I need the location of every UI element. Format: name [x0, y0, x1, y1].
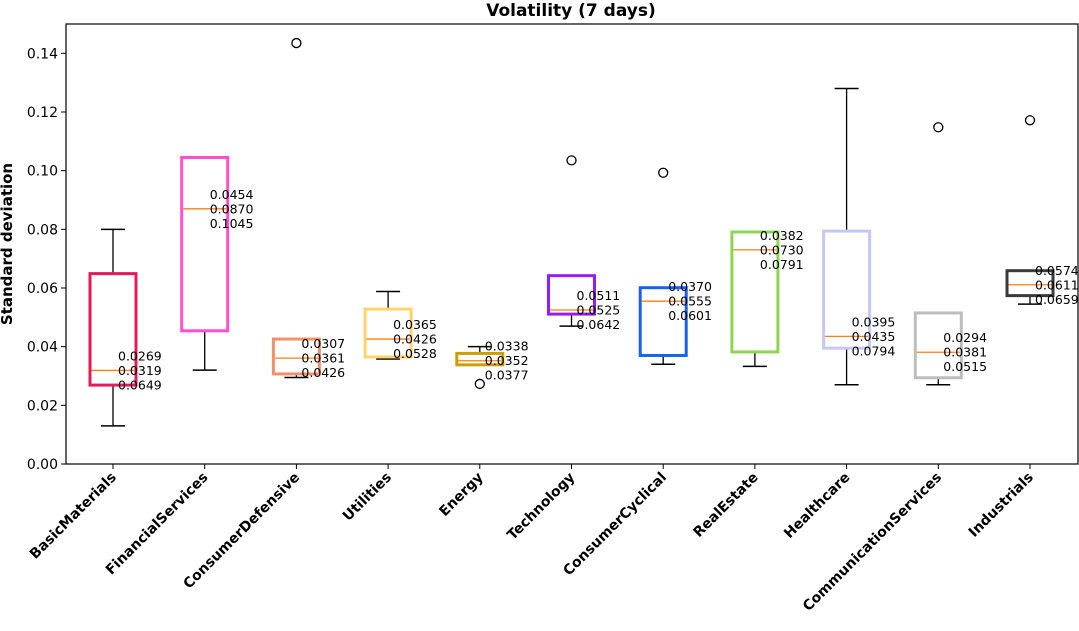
quartile-value-label: 0.0659 — [1035, 292, 1079, 307]
chart-title: Volatility (7 days) — [486, 1, 656, 21]
box-body — [913, 311, 963, 380]
quartile-value-label: 0.0382 — [760, 228, 804, 243]
y-tick-label: 0.00 — [27, 457, 58, 473]
box-body — [271, 337, 321, 376]
quartile-value-label: 0.0574 — [1035, 263, 1079, 278]
y-tick-label: 0.02 — [27, 398, 58, 414]
quartile-value-label: 0.0395 — [852, 314, 896, 329]
quartile-value-label: 0.0269 — [118, 348, 162, 363]
quartile-value-label: 0.0361 — [301, 351, 345, 366]
outlier-point — [933, 122, 944, 133]
quartile-value-label: 0.0435 — [852, 329, 896, 344]
x-tick-label: Energy — [436, 470, 486, 520]
quartile-value-label: 0.0352 — [485, 353, 529, 368]
y-axis-ticks: 0.00 0.02 0.04 0.06 0.08 0.10 0.12 0.14 — [27, 46, 66, 473]
outlier-point — [566, 155, 577, 166]
y-tick-label: 0.12 — [27, 105, 58, 121]
box-body — [638, 286, 688, 357]
quartile-value-label: 0.0454 — [210, 187, 254, 202]
box-body — [730, 230, 780, 354]
y-tick-label: 0.06 — [27, 281, 58, 297]
quartile-value-label: 0.0611 — [1035, 277, 1079, 292]
outlier-point — [474, 378, 485, 390]
box-series: 0.02690.03190.06490.04540.08700.10450.03… — [88, 37, 1079, 427]
quartile-value-label: 0.0511 — [577, 288, 621, 303]
x-tick-label: Industrials — [966, 470, 1037, 541]
quartile-value-label: 0.0870 — [210, 201, 254, 216]
quartile-value-label: 0.0381 — [943, 345, 987, 360]
quartile-value-label: 0.0555 — [668, 294, 712, 309]
box-body — [455, 351, 505, 367]
quartile-value-label: 0.0338 — [485, 339, 529, 354]
quartile-value-label: 0.0730 — [760, 242, 804, 257]
quartile-value-label: 0.0528 — [393, 346, 437, 361]
x-tick-label: RealEstate — [690, 470, 761, 541]
plot-frame — [65, 23, 1079, 465]
quartile-value-label: 0.0426 — [301, 365, 345, 380]
quartile-value-label: 0.0426 — [393, 332, 437, 347]
quartile-value-label: 0.0649 — [118, 377, 162, 392]
quartile-value-label: 0.0794 — [852, 343, 896, 358]
box-body — [822, 229, 872, 350]
y-tick-label: 0.08 — [27, 222, 58, 238]
quartile-value-label: 0.0365 — [393, 317, 437, 332]
box-body — [547, 274, 596, 316]
y-tick-label: 0.04 — [27, 340, 58, 356]
quartile-value-label: 0.0791 — [760, 257, 804, 272]
y-axis-label: Standard deviation — [0, 163, 16, 325]
quartile-value-label: 0.0319 — [118, 363, 162, 378]
y-tick-label: 0.14 — [27, 46, 58, 62]
box-body — [180, 155, 230, 333]
x-tick-label: FinancialServices — [103, 470, 212, 579]
outlier-point — [291, 37, 302, 49]
x-tick-label: Utilities — [340, 470, 395, 525]
box-body — [88, 272, 138, 387]
quartile-value-label: 0.1045 — [210, 216, 254, 231]
outlier-point — [1024, 115, 1036, 126]
quartile-value-label: 0.0294 — [943, 330, 987, 345]
x-tick-label: BasicMaterials — [27, 470, 120, 563]
x-tick-label: Technology — [504, 470, 578, 544]
quartile-value-label: 0.0370 — [668, 279, 712, 294]
box-body — [1005, 269, 1055, 298]
outlier-point — [658, 167, 669, 178]
quartile-value-label: 0.0525 — [577, 303, 621, 318]
y-tick-label: 0.10 — [27, 164, 58, 180]
quartile-value-label: 0.0515 — [943, 359, 987, 374]
x-tick-label: Healthcare — [781, 470, 853, 542]
x-axis-ticks: BasicMaterialsFinancialServicesConsumerD… — [27, 464, 1037, 615]
quartile-value-label: 0.0307 — [301, 336, 345, 351]
quartile-value-label: 0.0377 — [485, 368, 529, 383]
box-body — [363, 307, 413, 359]
x-tick-label: ConsumerCyclical — [560, 470, 670, 580]
quartile-value-label: 0.0601 — [668, 308, 712, 323]
quartile-value-label: 0.0642 — [577, 317, 621, 332]
